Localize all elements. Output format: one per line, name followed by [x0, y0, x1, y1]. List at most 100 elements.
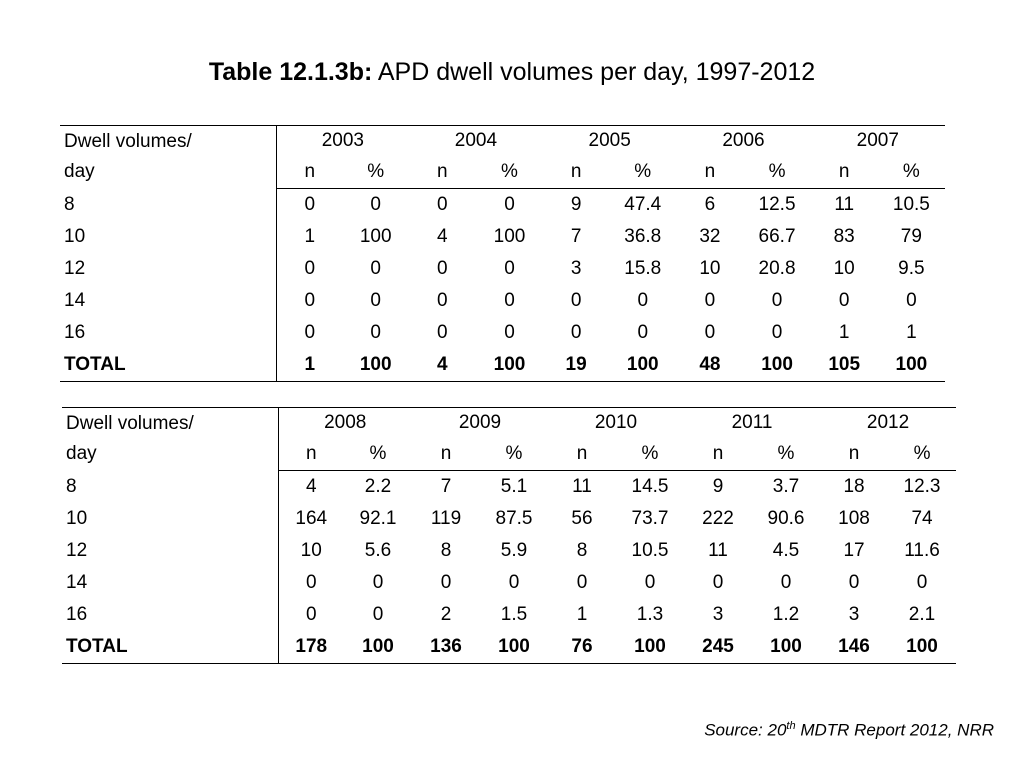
cell-pct: 5.6: [364, 540, 392, 561]
header-label-line2: day: [64, 161, 95, 183]
cell-pct: 0: [780, 572, 792, 593]
year-header: 2009: [412, 407, 548, 438]
cell-pct: 10.5: [892, 194, 930, 215]
table-row: 16 0 0 0 0 0 0 0 0 1 1: [60, 317, 945, 349]
cell-pct: 47.4: [624, 194, 662, 215]
cell-pct: 79: [900, 226, 922, 247]
cell-pct: 100: [475, 349, 544, 382]
column-header-pct: %: [752, 438, 821, 471]
table-row: 10 1 100 4 100 7 36.8 32 66.7 83 79: [60, 221, 945, 253]
row-label: 14: [60, 285, 277, 317]
cell-n: 17: [843, 540, 865, 561]
cell-n: 8: [576, 540, 588, 561]
cell-pct: 100: [344, 631, 412, 664]
cell-pct: 1.2: [772, 604, 800, 625]
cell-pct: 100: [342, 349, 409, 382]
cell-n: 7: [440, 476, 452, 497]
table-row: 14 0 0 0 0 0 0 0 0 0 0: [60, 285, 945, 317]
cell-n: 119: [430, 508, 462, 529]
table-row: 12 0 0 0 0 3 15.8 10 20.8 10 9.5: [60, 253, 945, 285]
column-header-pct: %: [877, 156, 945, 189]
row-label: 10: [60, 221, 277, 253]
header-row-n-pct: n% n% n% n% n%: [60, 156, 945, 189]
cell-pct: 1.5: [500, 604, 528, 625]
table-row: 8 4 2.2 7 5.1 11 14.5 9 3.7 18 12.3: [62, 470, 956, 503]
cell-pct: 0: [370, 322, 381, 343]
cell-pct: 12.3: [903, 476, 941, 497]
cell-pct: 20.8: [758, 258, 796, 279]
cell-pct: 0: [637, 290, 649, 311]
cell-pct: 100: [359, 226, 392, 247]
column-header-n: n: [820, 438, 889, 471]
cell-n: 0: [304, 258, 316, 279]
cell-n: 9: [712, 476, 724, 497]
column-header-pct: %: [480, 438, 548, 471]
cell-pct: 10.5: [631, 540, 669, 561]
column-header-n: n: [543, 156, 610, 189]
cell-n: 0: [570, 322, 582, 343]
column-header-n: n: [278, 438, 344, 471]
cell-pct: 0: [504, 322, 515, 343]
cell-n: 0: [576, 572, 588, 593]
cell-pct: 11.6: [904, 540, 940, 561]
table-row: 12 10 5.6 8 5.9 8 10.5 11 4.5 17 11.6: [62, 535, 956, 567]
column-header-n: n: [412, 438, 480, 471]
cell-n: 83: [833, 226, 855, 247]
row-label: 12: [62, 535, 279, 567]
cell-pct: 0: [504, 194, 515, 215]
header-label-line1: Dwell volumes/: [64, 131, 192, 153]
cell-n: 0: [712, 572, 724, 593]
cell-pct: 0: [508, 572, 520, 593]
cell-n: 18: [843, 476, 865, 497]
column-header-pct: %: [616, 438, 684, 471]
cell-n: 3: [570, 258, 582, 279]
cell-pct: 0: [906, 290, 917, 311]
row-label: 14: [62, 567, 279, 599]
cell-n: 146: [820, 631, 889, 664]
year-header: 2010: [548, 407, 684, 438]
table-row: 10 164 92.1 119 87.5 56 73.7 222 90.6 108 74: [62, 503, 956, 535]
header-row-years: Dwell volumes/day 2003 2004 2005 2006 2007: [60, 125, 945, 189]
dwell-table-2008-2012: Dwell volumes/day 2008 2009 2010 2011 2012 n% n…: [62, 407, 957, 664]
header-label-line2: day: [66, 443, 97, 465]
cell-pct: 100: [616, 631, 684, 664]
cell-n: 0: [437, 322, 448, 343]
year-header: 2003: [276, 125, 409, 156]
cell-n: 0: [437, 194, 448, 215]
cell-n: 0: [848, 572, 860, 593]
cell-pct: 5.1: [500, 476, 528, 497]
cell-pct: 0: [771, 322, 783, 343]
row-label: 16: [62, 599, 279, 631]
source-prefix: Source: 20: [704, 720, 787, 740]
cell-n: 0: [305, 604, 317, 625]
cell-pct: 100: [609, 349, 677, 382]
row-label: TOTAL: [60, 349, 277, 382]
cell-n: 3: [848, 604, 860, 625]
row-label: 10: [62, 503, 279, 535]
year-header: 2007: [810, 125, 945, 156]
table-title-text: APD dwell volumes per day, 1997-2012: [372, 58, 816, 86]
cell-pct: 92.1: [359, 508, 397, 529]
year-header: 2005: [543, 125, 677, 156]
cell-pct: 2.2: [364, 476, 392, 497]
cell-n: 11: [708, 540, 728, 561]
year-header: 2008: [278, 407, 412, 438]
cell-n: 0: [704, 290, 716, 311]
cell-n: 0: [304, 322, 316, 343]
total-row: TOTAL 1 100 4 100 19 100 48 100 105 100: [60, 349, 945, 382]
column-header-n: n: [676, 156, 744, 189]
cell-n: 56: [571, 508, 593, 529]
cell-pct: 5.9: [500, 540, 528, 561]
cell-pct: 100: [493, 226, 526, 247]
cell-n: 164: [295, 508, 328, 529]
cell-pct: 15.8: [624, 258, 662, 279]
header-label: Dwell volumes/day: [60, 125, 277, 189]
cell-pct: 73.7: [631, 508, 669, 529]
cell-n: 0: [704, 322, 716, 343]
cell-pct: 0: [370, 290, 381, 311]
cell-n: 222: [702, 508, 734, 529]
cell-pct: 0: [637, 322, 649, 343]
cell-n: 7: [570, 226, 582, 247]
cell-n: 1: [276, 349, 343, 382]
table-row: 16 0 0 2 1.5 1 1.3 3 1.2 3 2.1: [62, 599, 956, 631]
